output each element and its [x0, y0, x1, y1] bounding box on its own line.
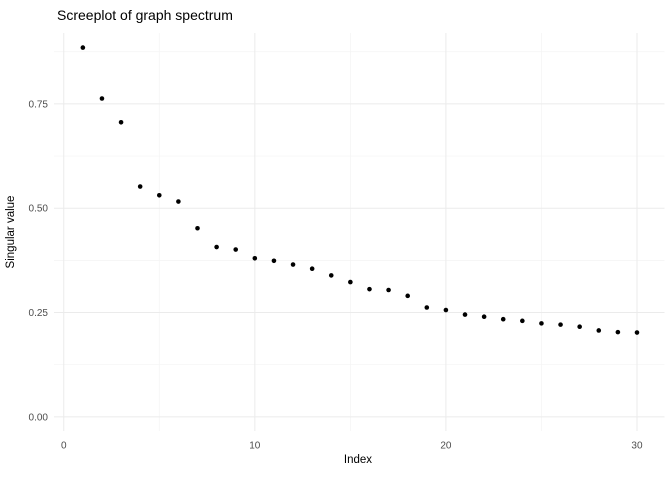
data-point — [252, 255, 258, 261]
data-point — [558, 322, 563, 327]
data-point — [348, 279, 353, 285]
data-point — [443, 307, 449, 313]
y-tick-label: 0.75 — [29, 99, 49, 110]
x-tick-label: 10 — [249, 441, 261, 452]
data-point — [500, 316, 506, 322]
data-point — [176, 199, 181, 204]
data-point — [462, 312, 468, 317]
data-point — [405, 293, 410, 299]
data-point — [309, 266, 315, 272]
data-point — [481, 314, 487, 319]
data-point — [520, 318, 525, 324]
data-point — [271, 258, 277, 264]
x-tick-label: 20 — [440, 441, 452, 452]
data-point — [596, 328, 602, 333]
data-point — [539, 321, 544, 326]
data-point — [80, 45, 86, 50]
data-point — [118, 119, 124, 125]
data-point — [156, 192, 162, 198]
data-point — [424, 305, 430, 310]
x-tick-label: 30 — [631, 441, 643, 452]
data-point — [328, 273, 334, 278]
x-tick-label: 0 — [61, 441, 67, 452]
data-point — [99, 96, 105, 101]
data-point — [577, 324, 582, 330]
data-point — [615, 329, 621, 335]
y-tick-label: 0.00 — [29, 412, 49, 423]
data-point — [290, 262, 296, 267]
y-tick-label: 0.50 — [29, 204, 49, 215]
x-axis-title: Index — [343, 454, 373, 466]
data-point — [367, 286, 372, 292]
y-axis-title: Singular value — [5, 195, 17, 269]
data-point — [214, 244, 219, 250]
chart-title: Screeplot of graph spectrum — [57, 7, 233, 23]
data-point — [634, 330, 640, 335]
data-point — [195, 225, 200, 231]
y-tick-label: 0.25 — [29, 308, 49, 319]
data-point — [137, 184, 143, 189]
data-point — [233, 247, 239, 252]
data-point — [386, 287, 391, 293]
